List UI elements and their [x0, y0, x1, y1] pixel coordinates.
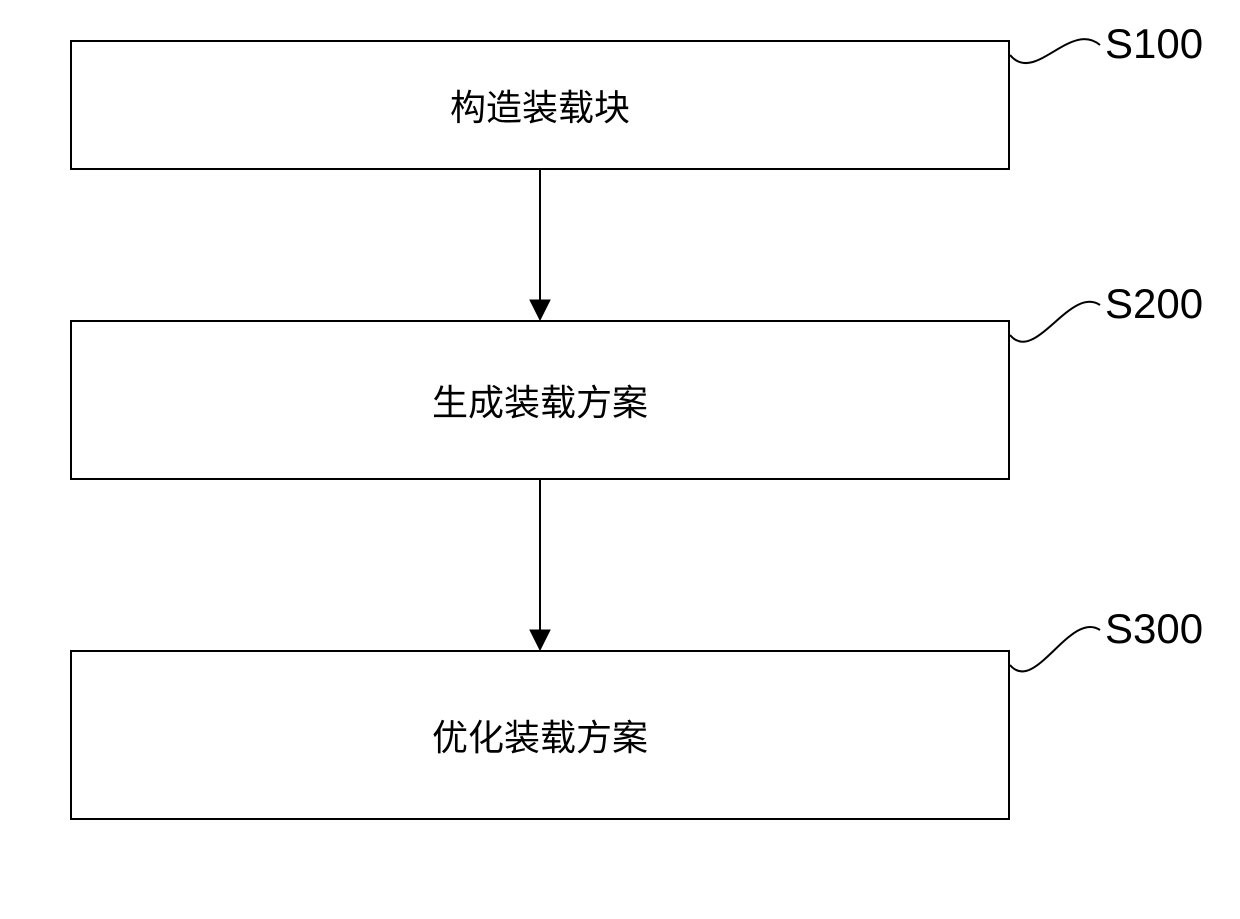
flowchart-container: 构造装载块 S100 生成装载方案 S200 优化装载方案 S300 [0, 0, 1240, 919]
curve-connector-s300 [0, 0, 1240, 919]
